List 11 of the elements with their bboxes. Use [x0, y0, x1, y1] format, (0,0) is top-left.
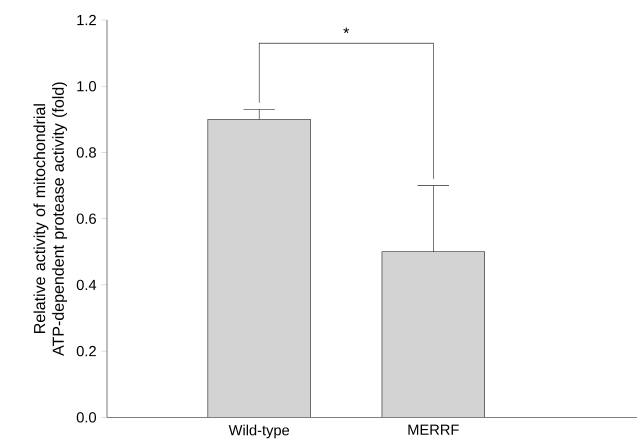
y-tick-label: 0.4	[76, 280, 96, 290]
y-tick-label: 1.2	[77, 14, 96, 26]
y-tick-label: 1.0	[77, 81, 96, 92]
y-tick-label: 0.2	[76, 346, 96, 356]
x-tick-label: MERRF	[408, 424, 459, 435]
y-axis-title: Relative activity of mitochondrial ATP-dependent protease activity (fold)	[33, 82, 68, 356]
y-tick-label: 0.8	[76, 147, 96, 158]
y-tick-label: 0.0	[76, 412, 96, 423]
y-tick-label: 0.6	[76, 213, 96, 224]
x-tick-label: Wild-type	[228, 424, 290, 438]
annotation: *	[343, 27, 350, 34]
